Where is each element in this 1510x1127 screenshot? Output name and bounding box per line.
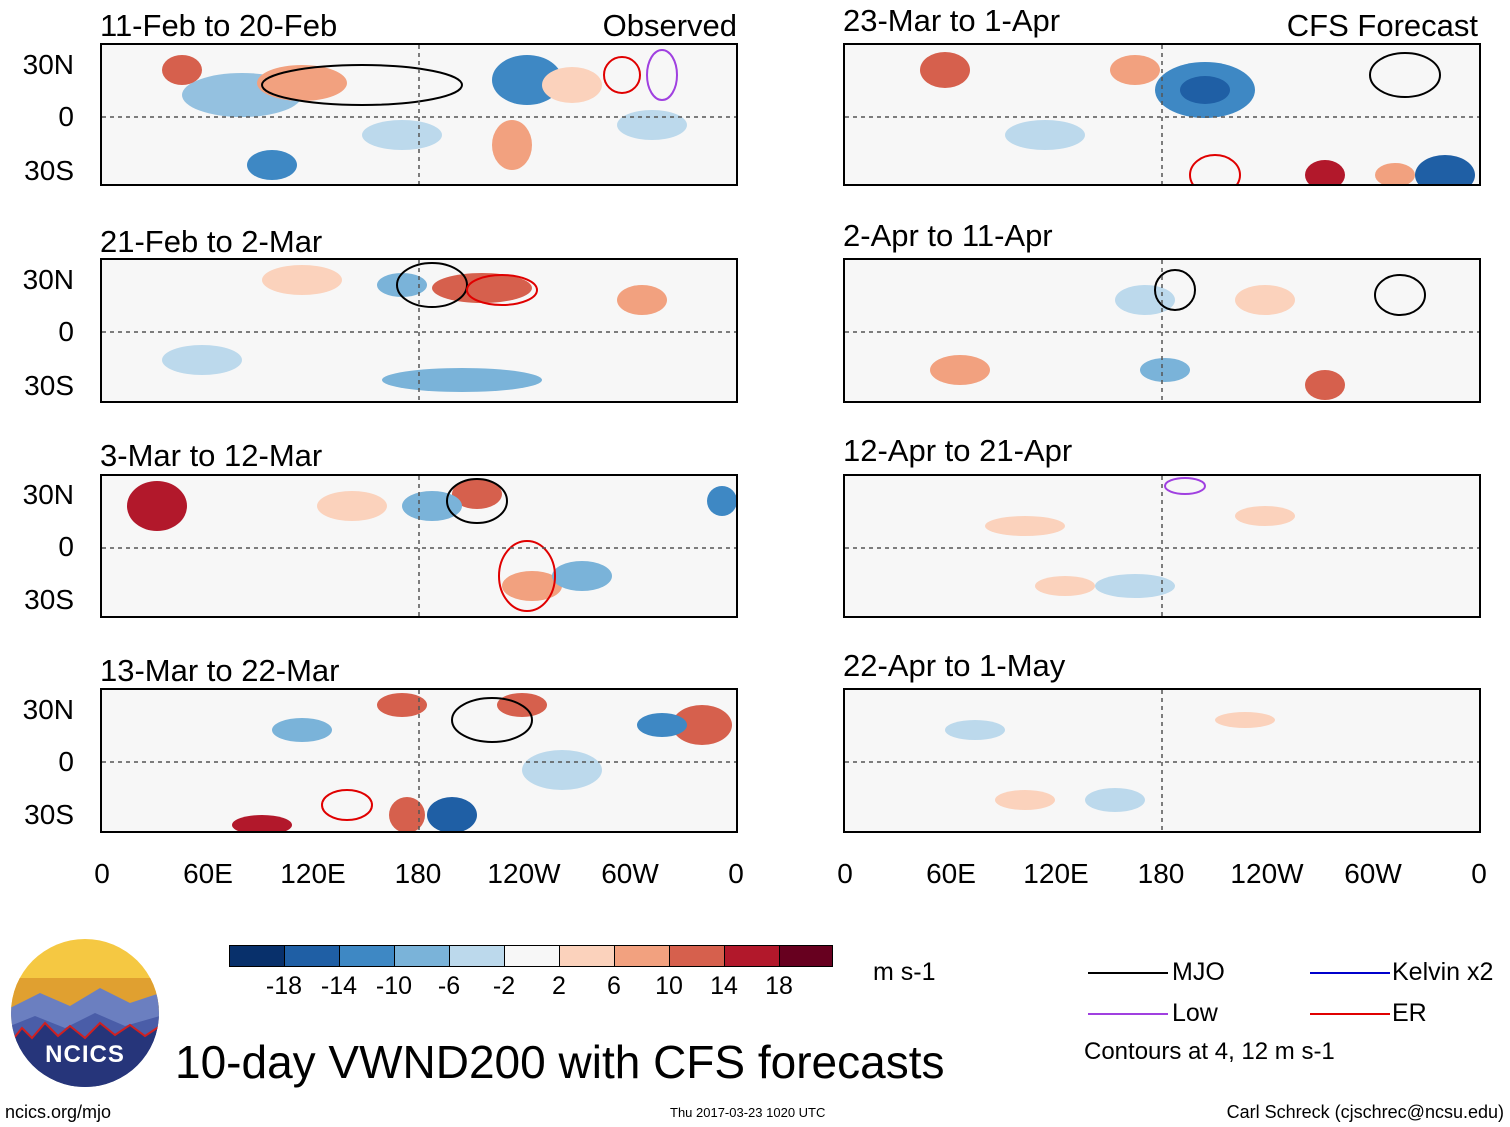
lon-label: 60W — [1344, 858, 1402, 889]
map-field — [102, 690, 736, 831]
colorbar-cell — [724, 945, 780, 967]
lat-label: 30N — [22, 49, 74, 80]
logo-text: NCICS — [45, 1041, 125, 1068]
panel-title: 22-Apr to 1-May — [843, 648, 1066, 683]
colorbar-tick: -6 — [437, 972, 461, 1000]
colorbar-cell — [284, 945, 340, 967]
lon-label: 120E — [280, 858, 346, 889]
footer-link[interactable]: ncics.org/mjo — [5, 1102, 112, 1122]
colorbar-units: m s-1 — [873, 958, 936, 986]
footer-timestamp: Thu 2017-03-23 1020 UTC — [670, 1105, 826, 1120]
lon-label: 0 — [728, 858, 744, 889]
legend-label: ER — [1392, 999, 1427, 1027]
map-field — [102, 476, 736, 616]
lat-label: 0 — [58, 746, 74, 777]
map-field — [102, 260, 736, 401]
lon-label: 0 — [837, 858, 853, 889]
lon-label: 60E — [926, 858, 976, 889]
colorbar-tick: -10 — [375, 972, 413, 1000]
legend-label: MJO — [1172, 958, 1225, 986]
legend-label: Kelvin x2 — [1392, 958, 1494, 986]
footer-author: Carl Schreck (cjschrec@ncsu.edu) — [1226, 1102, 1504, 1122]
lat-label: 30N — [22, 694, 74, 725]
ncics-logo: NCICS — [10, 938, 160, 1088]
colorbar-cell — [669, 945, 725, 967]
map-field — [845, 690, 1479, 831]
lon-label: 180 — [394, 858, 442, 889]
map-field — [845, 260, 1479, 401]
map-panel — [100, 43, 738, 186]
legend-swatch-low — [1088, 1013, 1168, 1015]
colorbar-cell — [614, 945, 670, 967]
colorbar-tick: 10 — [655, 972, 683, 1000]
legend-swatch-er — [1310, 1013, 1390, 1015]
main-title: 10-day VWND200 with CFS forecasts — [175, 1036, 945, 1088]
map-field — [102, 45, 736, 184]
colorbar-cell — [559, 945, 615, 967]
legend-swatch-kelvin — [1310, 972, 1390, 974]
lon-label: 120W — [1230, 858, 1304, 889]
colorbar-tick: -14 — [320, 972, 358, 1000]
colorbar-tick: 6 — [607, 972, 621, 1000]
panel-tag: Observed — [602, 8, 737, 43]
colorbar-tick: -2 — [492, 972, 516, 1000]
panel-title: 21-Feb to 2-Mar — [100, 224, 323, 259]
map-field — [845, 45, 1479, 184]
lat-label: 0 — [58, 531, 74, 562]
lat-label: 30N — [22, 479, 74, 510]
lon-label: 120E — [1023, 858, 1089, 889]
colorbar-tick: 2 — [552, 972, 566, 1000]
map-panel — [100, 688, 738, 833]
map-panel — [843, 474, 1481, 618]
legend-note: Contours at 4, 12 m s-1 — [1084, 1038, 1335, 1065]
map-panel — [843, 258, 1481, 403]
panel-title: 3-Mar to 12-Mar — [100, 438, 323, 473]
legend-label: Low — [1172, 999, 1218, 1027]
map-field — [845, 476, 1479, 616]
lon-label: 0 — [1471, 858, 1487, 889]
logo-graphic — [11, 939, 159, 1087]
colorbar-tick: 14 — [710, 972, 738, 1000]
colorbar-cell — [779, 945, 833, 967]
lon-label: 0 — [94, 858, 110, 889]
map-panel — [100, 258, 738, 403]
lat-label: 30S — [24, 584, 74, 615]
panel-title: 2-Apr to 11-Apr — [843, 218, 1053, 253]
colorbar-cell — [504, 945, 560, 967]
colorbar-cell — [449, 945, 505, 967]
colorbar-cell — [229, 945, 285, 967]
legend-swatch-mjo — [1088, 972, 1168, 974]
panel-title: 13-Mar to 22-Mar — [100, 653, 340, 688]
lon-label: 120W — [487, 858, 561, 889]
panel-title: 12-Apr to 21-Apr — [843, 433, 1073, 468]
lat-label: 0 — [58, 316, 74, 347]
lon-label: 180 — [1137, 858, 1185, 889]
map-panel — [843, 43, 1481, 186]
map-panel — [843, 688, 1481, 833]
colorbar-tick: -18 — [265, 972, 303, 1000]
lat-label: 0 — [58, 101, 74, 132]
map-panel — [100, 474, 738, 618]
lat-label: 30S — [24, 799, 74, 830]
panel-tag: CFS Forecast — [1286, 8, 1478, 43]
lon-label: 60E — [183, 858, 233, 889]
lat-label: 30N — [22, 264, 74, 295]
panel-title: 11-Feb to 20-Feb — [100, 8, 338, 43]
colorbar-cell — [394, 945, 450, 967]
lat-label: 30S — [24, 155, 74, 186]
lat-label: 30S — [24, 370, 74, 401]
colorbar-cell — [339, 945, 395, 967]
lon-label: 60W — [601, 858, 659, 889]
panel-title: 23-Mar to 1-Apr — [843, 3, 1061, 38]
colorbar-tick: 18 — [765, 972, 793, 1000]
